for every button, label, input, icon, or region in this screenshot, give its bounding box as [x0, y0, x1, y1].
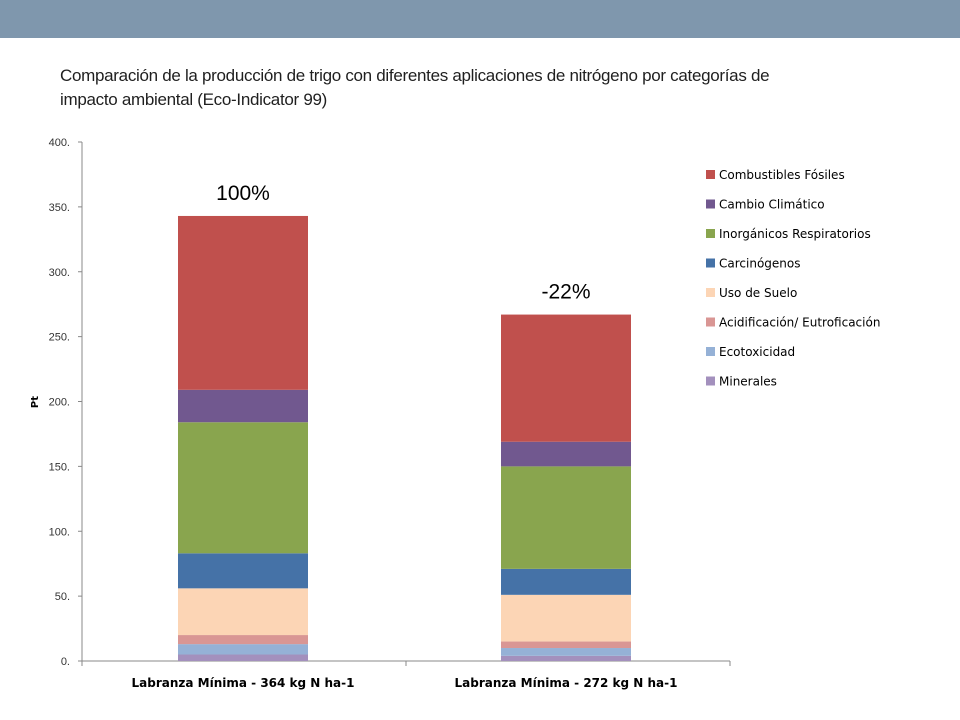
y-axis-label: Pt — [30, 396, 41, 408]
legend-label: Inorgánicos Respiratorios — [719, 227, 871, 241]
legend-label: Combustibles Fósiles — [719, 168, 845, 182]
y-tick-label: 400. — [49, 137, 70, 149]
y-tick-label: 300. — [49, 267, 70, 279]
bar-segment — [178, 215, 308, 390]
bar-segment — [501, 655, 631, 661]
y-tick-label: 250. — [49, 332, 70, 344]
legend-swatch — [706, 199, 715, 209]
legend-swatch — [706, 347, 715, 356]
legend-swatch — [706, 288, 715, 297]
y-tick-label: 100. — [49, 526, 70, 538]
legend-label: Uso de Suelo — [719, 286, 797, 300]
legend-swatch — [706, 170, 715, 179]
bar-segment — [501, 441, 631, 467]
legend: Combustibles Fósiles Cambio Climático Inor… — [706, 168, 880, 389]
bar-segment — [501, 314, 631, 442]
plot-area: 0. 50. 100. 150. 200. 250. 300. 350. 400. Pt 100% L… — [30, 137, 731, 690]
bar-segment — [178, 389, 308, 423]
title-line-1: Comparación de la producción de trigo co… — [60, 66, 770, 85]
legend-label: Acidificación/ Eutroficación — [719, 316, 880, 330]
bar-segment — [178, 635, 308, 645]
bar-segment — [178, 654, 308, 661]
bar-segment — [178, 588, 308, 636]
bar-segment — [178, 422, 308, 554]
bar-annotation: -22% — [541, 281, 590, 304]
legend-swatch — [706, 317, 715, 327]
bar-segment — [501, 648, 631, 656]
y-tick-label: 150. — [49, 461, 70, 473]
header-bar — [0, 0, 960, 38]
bar-segment — [501, 641, 631, 649]
legend-label: Cambio Climático — [719, 198, 825, 212]
bar-annotation: 100% — [216, 182, 270, 205]
bar-segment — [178, 553, 308, 589]
legend-label: Ecotoxicidad — [719, 345, 795, 359]
y-tick-label: 50. — [55, 591, 70, 603]
x-category-label: Labranza Mínima - 364 kg N ha-1 — [132, 676, 355, 690]
title-line-2: impacto ambiental (Eco-Indicator 99) — [60, 90, 327, 109]
y-tick-label: 200. — [49, 397, 70, 409]
legend-swatch — [706, 229, 715, 238]
y-tick-label: 0. — [61, 656, 70, 668]
legend-swatch — [706, 376, 715, 386]
legend-label: Minerales — [719, 375, 777, 389]
bar-segment — [501, 466, 631, 569]
slide-title: Comparación de la producción de trigo co… — [60, 64, 890, 112]
bar-segment — [501, 594, 631, 642]
x-category-label: Labranza Mínima - 272 kg N ha-1 — [455, 676, 678, 690]
bar-segment — [178, 644, 308, 655]
legend-swatch — [706, 258, 715, 268]
y-tick-label: 350. — [49, 202, 70, 214]
legend-label: Carcinógenos — [719, 257, 800, 271]
bar-segment — [501, 568, 631, 595]
